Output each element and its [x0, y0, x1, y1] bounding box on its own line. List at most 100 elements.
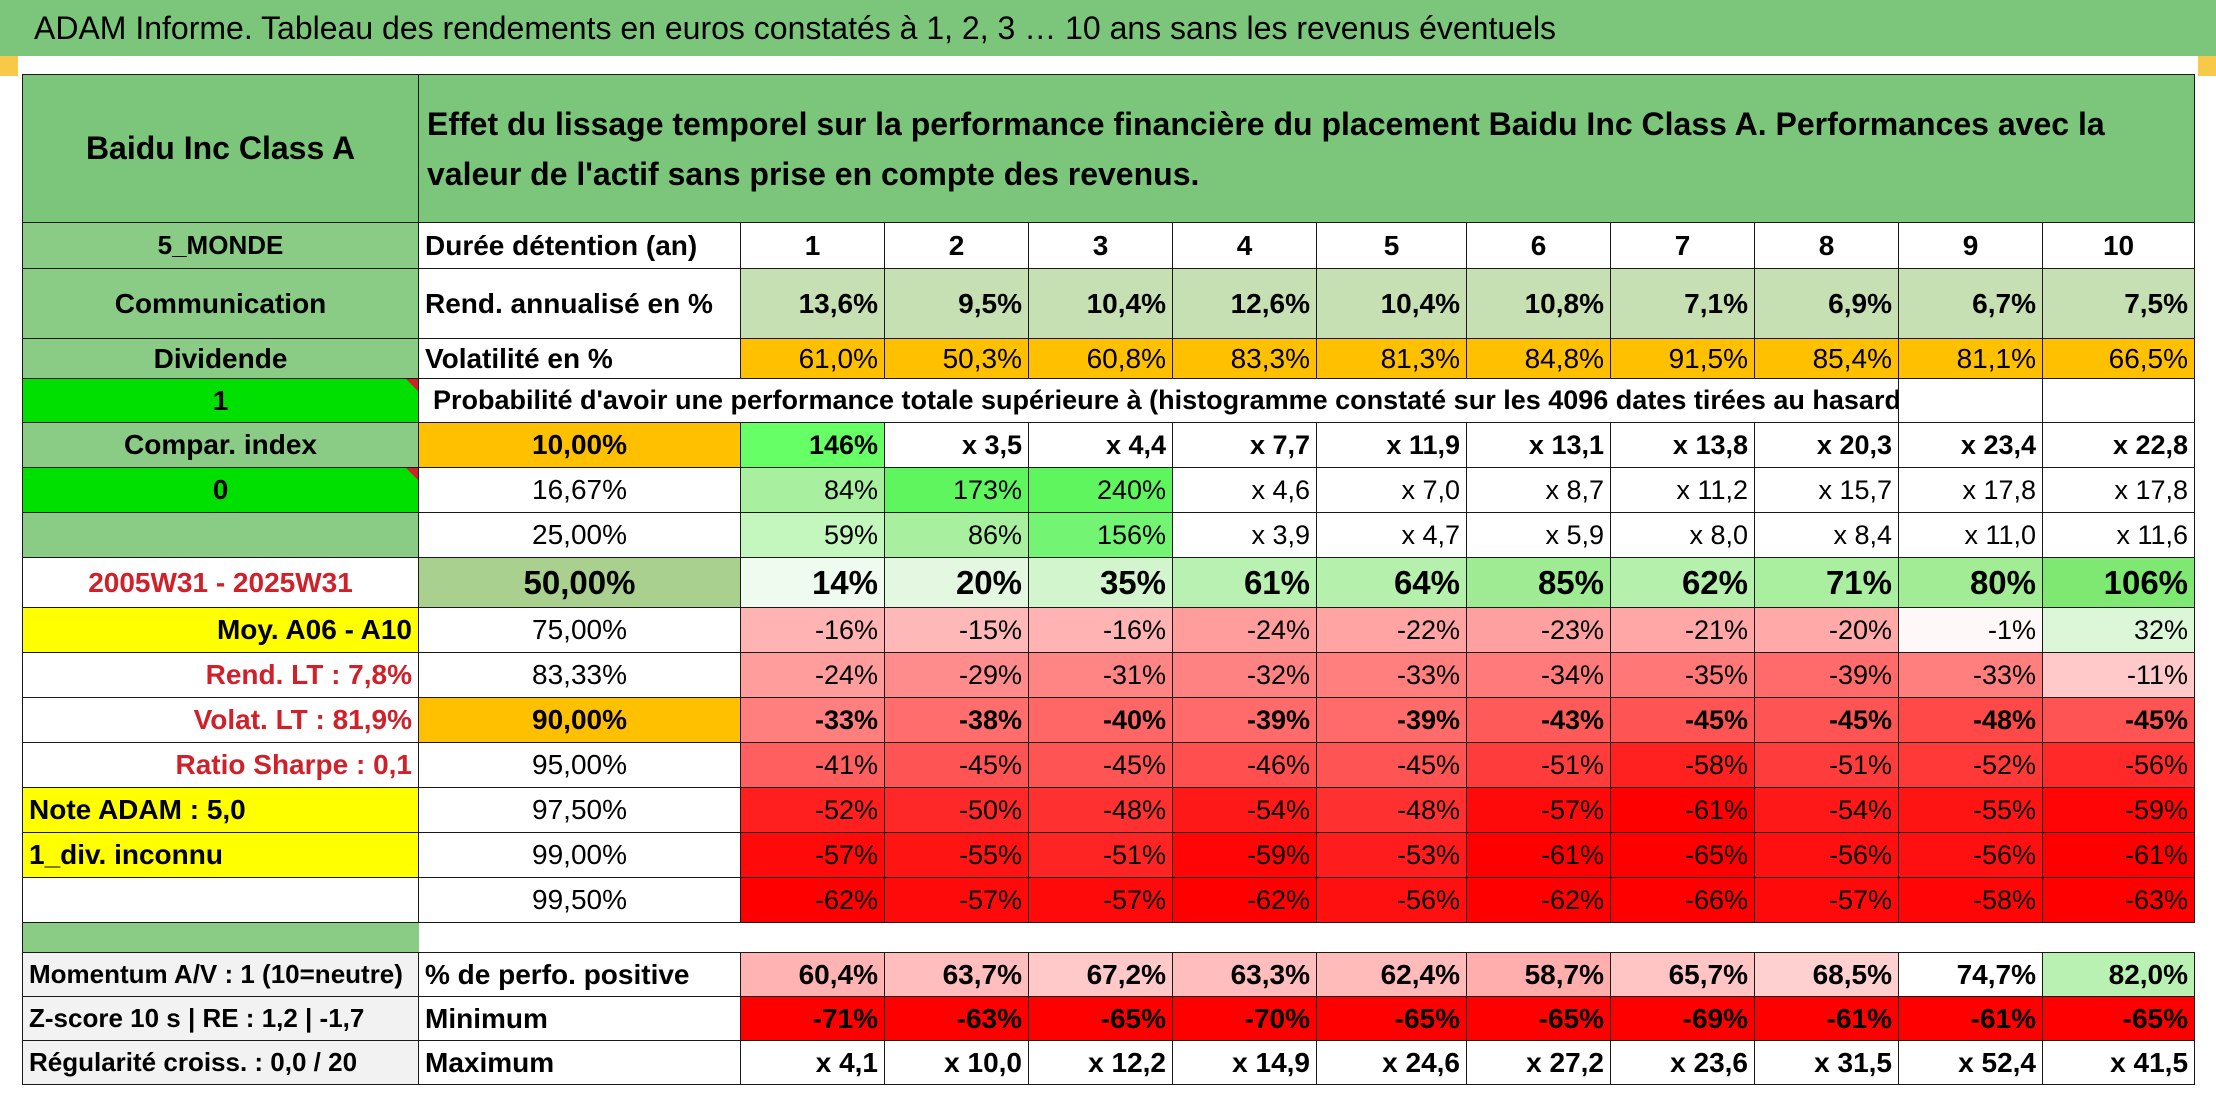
percentile-value: -57%: [1028, 877, 1173, 923]
vol-value: 91,5%: [1610, 338, 1755, 379]
pos-label: % de perfo. positive: [418, 952, 741, 997]
left-marker: [0, 56, 18, 76]
percentile-value: 86%: [884, 512, 1029, 558]
percentile-row: 2005W31 - 2025W31 50,00% 14% 20% 35% 61% 64% 85…: [22, 557, 2196, 608]
spacer-cell: [22, 922, 419, 953]
percentile-value: -33%: [1316, 652, 1467, 698]
percentile-value: x 13,8: [1610, 422, 1755, 468]
percentile-value: -52%: [740, 787, 885, 833]
year-header: 7: [1610, 222, 1755, 269]
rend-value: 6,7%: [1898, 268, 2043, 339]
percentile-value: 35%: [1028, 557, 1173, 608]
percentile-value: 106%: [2041, 557, 2196, 608]
percentile-value: 61%: [1172, 557, 1317, 608]
percentile-label: 25,00%: [418, 512, 741, 558]
percentile-value: -56%: [1754, 832, 1899, 878]
regularite-label: Régularité croiss. : 0,0 / 20: [22, 1040, 419, 1085]
percentile-value: -22%: [1316, 607, 1467, 653]
percentile-label: 99,00%: [418, 832, 741, 878]
max-value: x 24,6: [1316, 1040, 1467, 1085]
percentile-value: -33%: [1898, 652, 2043, 698]
percentile-value: x 3,9: [1172, 512, 1317, 558]
min-value: -61%: [1898, 996, 2043, 1041]
percentile-value: -57%: [884, 877, 1029, 923]
percentile-value: x 13,1: [1466, 422, 1611, 468]
vol-value: 85,4%: [1754, 338, 1899, 379]
header-row: Baidu Inc Class A Effet du lissage tempor…: [22, 74, 2196, 223]
percentile-value: -56%: [1898, 832, 2043, 878]
percentile-value: x 11,6: [2041, 512, 2196, 558]
percentile-value: 240%: [1028, 467, 1173, 513]
zscore-label: Z-score 10 s | RE : 1,2 | -1,7: [22, 996, 419, 1041]
min-value: -70%: [1172, 996, 1317, 1041]
percentile-value: -57%: [1754, 877, 1899, 923]
side-empty: [22, 512, 419, 558]
percentile-row: Rend. LT : 7,8% 83,33% -24% -29% -31% -32% -33…: [22, 652, 2196, 698]
percentile-value: -65%: [1610, 832, 1755, 878]
max-value: x 31,5: [1754, 1040, 1899, 1085]
percentile-value: -29%: [884, 652, 1029, 698]
percentile-value: x 4,4: [1028, 422, 1173, 468]
min-value: -63%: [884, 996, 1029, 1041]
pos-value: 67,2%: [1028, 952, 1173, 997]
rend-lt-label: Rend. LT : 7,8%: [22, 652, 419, 698]
sector-label: Communication: [22, 268, 419, 339]
rend-value: 10,8%: [1466, 268, 1611, 339]
year-header: 3: [1028, 222, 1173, 269]
min-value: -65%: [1316, 996, 1467, 1041]
percentile-row: Ratio Sharpe : 0,1 95,00% -41% -45% -45% -46%…: [22, 742, 2196, 788]
percentile-value: -50%: [884, 787, 1029, 833]
percentile-value: -40%: [1028, 697, 1173, 743]
percentile-value: 156%: [1028, 512, 1173, 558]
percentile-label: 99,50%: [418, 877, 741, 923]
percentile-row: 0 16,67% 84% 173% 240% x 4,6 x 7,0 x 8,7 x 11,2 x…: [22, 467, 2196, 513]
min-value: -65%: [2041, 996, 2196, 1041]
percentile-value: -61%: [2041, 832, 2196, 878]
percentile-value: -32%: [1172, 652, 1317, 698]
asset-name: Baidu Inc Class A: [22, 74, 419, 223]
min-value: -61%: [1754, 996, 1899, 1041]
duree-label: Durée détention (an): [418, 222, 741, 269]
percentile-value: -41%: [740, 742, 885, 788]
percentile-value: x 17,8: [1898, 467, 2043, 513]
percentile-value: -62%: [740, 877, 885, 923]
percentile-value: -16%: [1028, 607, 1173, 653]
percentile-value: x 11,9: [1316, 422, 1467, 468]
percentile-row: 1_div. inconnu 99,00% -57% -55% -51% -59% -53%…: [22, 832, 2196, 878]
sharpe-label: Ratio Sharpe : 0,1: [22, 742, 419, 788]
pos-value: 60,4%: [740, 952, 885, 997]
percentile-value: x 17,8: [2041, 467, 2196, 513]
year-header: 6: [1466, 222, 1611, 269]
percentile-value: -45%: [1610, 697, 1755, 743]
percentile-value: x 22,8: [2041, 422, 2196, 468]
vol-value: 81,1%: [1898, 338, 2043, 379]
percentile-value: -55%: [884, 832, 1029, 878]
report-table-frame: Baidu Inc Class A Effet du lissage tempor…: [22, 74, 2196, 1098]
percentile-value: -62%: [1466, 877, 1611, 923]
percentile-value: -16%: [740, 607, 885, 653]
percentile-value: -43%: [1466, 697, 1611, 743]
pos-value: 68,5%: [1754, 952, 1899, 997]
percentile-value: -57%: [740, 832, 885, 878]
percentile-value: 146%: [740, 422, 885, 468]
period-label: 2005W31 - 2025W31: [22, 557, 419, 608]
vol-value: 66,5%: [2041, 338, 2196, 379]
percentile-value: -59%: [1172, 832, 1317, 878]
percentile-value: -51%: [1028, 832, 1173, 878]
percentile-value: 64%: [1316, 557, 1467, 608]
max-value: x 23,6: [1610, 1040, 1755, 1085]
compar-index-label: Compar. index: [22, 422, 419, 468]
percentile-value: 14%: [740, 557, 885, 608]
pos-value: 74,7%: [1898, 952, 2043, 997]
percentile-label: 95,00%: [418, 742, 741, 788]
rend-value: 10,4%: [1316, 268, 1467, 339]
percentile-value: x 3,5: [884, 422, 1029, 468]
rend-value: 7,1%: [1610, 268, 1755, 339]
percentile-value: -57%: [1466, 787, 1611, 833]
percentile-value: x 15,7: [1754, 467, 1899, 513]
percentile-value: -66%: [1610, 877, 1755, 923]
side-empty: [22, 877, 419, 923]
percentile-value: x 11,0: [1898, 512, 2043, 558]
rend-value: 10,4%: [1028, 268, 1173, 339]
vol-label: Volatilité en %: [418, 338, 741, 379]
